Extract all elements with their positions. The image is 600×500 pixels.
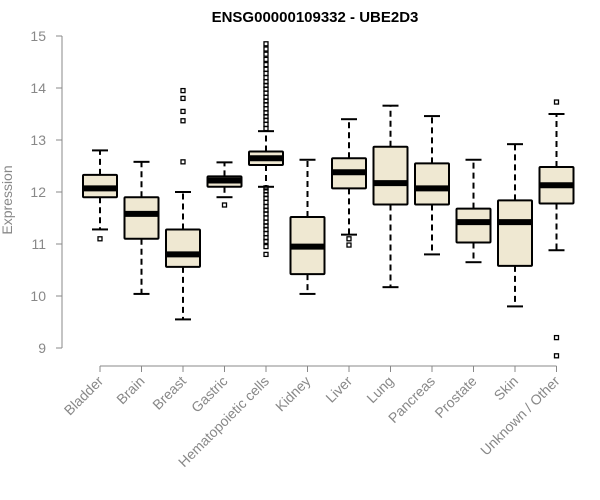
- outlier-point: [263, 230, 269, 237]
- y-tick-label: 12: [30, 184, 46, 200]
- outlier-point: [553, 353, 560, 359]
- x-tick-label: Brain: [113, 373, 147, 407]
- outlier-point: [263, 215, 269, 221]
- box-group: [248, 41, 284, 258]
- box-group: [372, 104, 409, 289]
- box-group: [414, 115, 450, 256]
- box-group: [497, 143, 533, 308]
- x-tick-label: Bladder: [61, 373, 107, 419]
- outlier-point: [263, 46, 269, 52]
- outlier-point: [263, 203, 269, 210]
- x-tick-label: Prostate: [431, 373, 479, 421]
- outlier-point: [263, 51, 269, 57]
- outlier-point: [553, 334, 560, 341]
- box-iqr: [455, 207, 492, 244]
- box-group: [331, 118, 367, 248]
- box-group: [82, 149, 118, 242]
- x-tick-label: Kidney: [272, 373, 314, 415]
- outlier-point: [263, 74, 269, 81]
- box-group: [289, 158, 326, 295]
- x-tick-label: Unknown / Other: [477, 373, 563, 459]
- outlier-point: [180, 118, 186, 124]
- y-tick-label: 13: [30, 132, 46, 148]
- boxes-group: [82, 41, 575, 359]
- box-group: [165, 87, 201, 321]
- box-group: [123, 160, 160, 295]
- y-axis-label: Expression: [0, 165, 15, 234]
- box-group: [206, 161, 243, 208]
- outlier-point: [553, 99, 560, 105]
- y-tick-label: 15: [30, 28, 46, 44]
- box-iqr: [414, 162, 450, 206]
- outlier-point: [263, 121, 269, 128]
- outlier-point: [263, 66, 269, 72]
- outlier-point: [180, 159, 186, 165]
- y-tick-label: 14: [30, 80, 46, 96]
- box-iqr: [497, 199, 533, 267]
- outlier-point: [263, 199, 269, 206]
- x-tick-label: Lung: [363, 373, 396, 406]
- box-iqr: [123, 196, 160, 240]
- box-group: [455, 158, 492, 264]
- outlier-point: [263, 70, 269, 77]
- outlier-point: [263, 90, 269, 96]
- outlier-point: [263, 185, 269, 191]
- outlier-point: [263, 61, 269, 68]
- outlier-point: [263, 56, 269, 63]
- outlier-point: [263, 106, 269, 112]
- y-tick-label: 9: [38, 340, 46, 356]
- outlier-point: [221, 202, 228, 208]
- outlier-point: [180, 87, 186, 94]
- x-tick-label: Skin: [491, 373, 522, 404]
- box-iqr: [165, 228, 201, 268]
- box-iqr: [372, 145, 409, 206]
- outlier-point: [263, 125, 269, 132]
- outlier-point: [263, 188, 269, 194]
- outlier-point: [263, 79, 269, 85]
- outlier-point: [263, 41, 269, 47]
- outlier-point: [346, 242, 352, 248]
- outlier-point: [263, 94, 269, 101]
- box-group: [538, 99, 575, 359]
- x-tick-label: Breast: [149, 373, 189, 413]
- outlier-point: [263, 235, 269, 241]
- y-tick-label: 11: [31, 236, 46, 252]
- outlier-point: [263, 243, 269, 250]
- outlier-point: [346, 236, 352, 242]
- outlier-point: [263, 251, 269, 258]
- outlier-point: [180, 95, 186, 102]
- outlier-point: [263, 110, 269, 116]
- y-axis: 9 10 11 12 13 14 15: [30, 28, 63, 356]
- outlier-point: [263, 219, 269, 225]
- outlier-point: [180, 108, 186, 115]
- outlier-point: [97, 236, 103, 242]
- chart-title: ENSG00000109332 - UBE2D3: [212, 9, 419, 26]
- y-tick-label: 10: [30, 288, 46, 304]
- x-tick-label: Liver: [322, 373, 355, 406]
